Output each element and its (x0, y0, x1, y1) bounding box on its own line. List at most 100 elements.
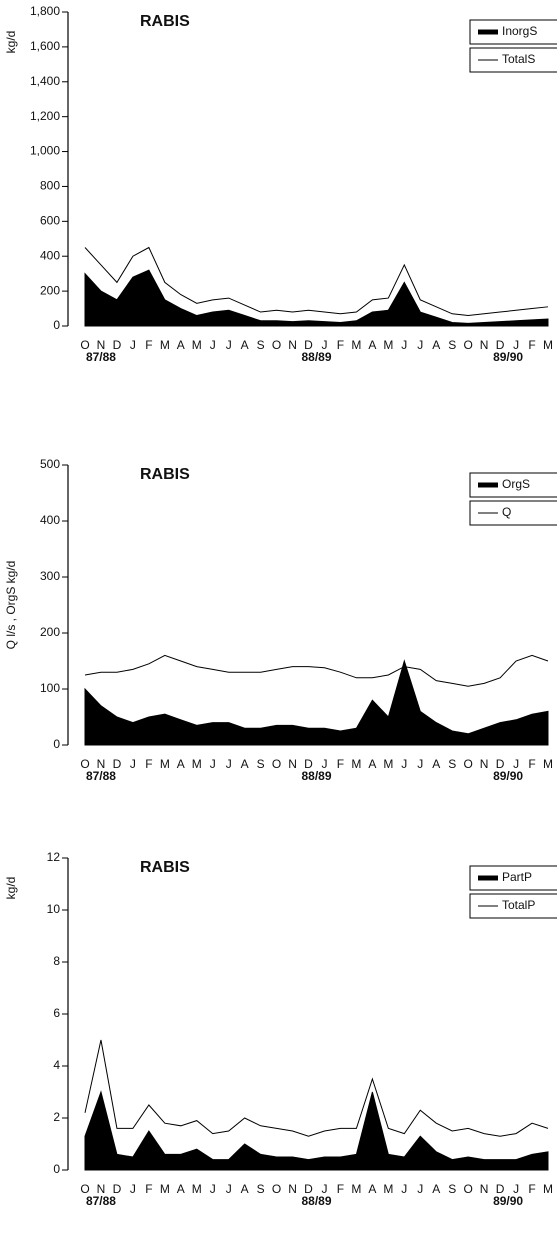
x-tick-label: F (337, 1182, 344, 1196)
x-tick-label: A (432, 1182, 440, 1196)
chart-title: RABIS (140, 466, 190, 483)
x-tick-label: A (368, 757, 376, 771)
x-tick-label: O (464, 338, 473, 352)
x-tick-label: F (337, 338, 344, 352)
y-tick-label: 300 (40, 569, 60, 583)
x-tick-label: M (543, 1182, 553, 1196)
area (84, 1090, 549, 1171)
y-tick-label: 500 (40, 457, 60, 471)
y-axis-label: kg/d (4, 31, 18, 54)
x-tick-label: D (496, 338, 505, 352)
y-tick-label: 0 (53, 318, 60, 332)
x-tick-label: J (130, 757, 136, 771)
x-tick-label: J (401, 1182, 407, 1196)
x-tick-label: N (480, 757, 489, 771)
x-tick-label: M (383, 757, 393, 771)
x-tick-label: J (417, 338, 423, 352)
year-label: 88/89 (301, 350, 331, 364)
x-tick-label: F (145, 338, 152, 352)
y-tick-label: 1,000 (30, 144, 60, 158)
x-tick-label: D (496, 1182, 505, 1196)
x-tick-label: J (513, 1182, 519, 1196)
x-tick-label: J (401, 338, 407, 352)
x-tick-label: O (272, 338, 281, 352)
x-tick-label: A (177, 757, 185, 771)
year-label: 89/90 (493, 350, 523, 364)
y-tick-label: 400 (40, 248, 60, 262)
x-tick-label: J (321, 338, 327, 352)
legend-label: Q (502, 505, 511, 519)
x-tick-label: M (351, 338, 361, 352)
x-tick-label: A (177, 1182, 185, 1196)
x-tick-label: J (130, 338, 136, 352)
x-tick-label: J (321, 757, 327, 771)
year-label: 88/89 (301, 769, 331, 783)
y-tick-label: 1,600 (30, 39, 60, 53)
x-tick-label: O (80, 338, 89, 352)
x-tick-label: A (241, 338, 249, 352)
x-tick-label: A (241, 1182, 249, 1196)
y-tick-label: 100 (40, 681, 60, 695)
x-tick-label: J (417, 1182, 423, 1196)
x-tick-label: D (304, 757, 313, 771)
x-tick-label: S (257, 338, 265, 352)
x-tick-label: S (257, 1182, 265, 1196)
y-tick-label: 200 (40, 283, 60, 297)
y-tick-label: 0 (53, 737, 60, 751)
x-tick-label: J (130, 1182, 136, 1196)
x-tick-label: D (113, 338, 122, 352)
x-tick-label: A (432, 338, 440, 352)
x-tick-label: M (160, 757, 170, 771)
x-tick-label: N (480, 1182, 489, 1196)
legend-box (469, 47, 557, 73)
x-tick-label: N (288, 757, 297, 771)
x-tick-label: J (417, 757, 423, 771)
y-tick-label: 6 (53, 1006, 60, 1020)
x-tick-label: F (528, 757, 535, 771)
year-label: 87/88 (86, 1194, 116, 1208)
x-tick-label: N (480, 338, 489, 352)
x-tick-label: J (513, 757, 519, 771)
x-tick-label: N (97, 757, 106, 771)
x-tick-label: F (145, 1182, 152, 1196)
year-label: 89/90 (493, 1194, 523, 1208)
x-tick-label: J (513, 338, 519, 352)
x-tick-label: M (351, 1182, 361, 1196)
x-tick-label: D (304, 338, 313, 352)
x-tick-label: D (304, 1182, 313, 1196)
x-tick-label: J (210, 338, 216, 352)
x-tick-label: M (192, 757, 202, 771)
legend-box (469, 472, 557, 498)
x-tick-label: N (288, 1182, 297, 1196)
x-tick-label: O (272, 1182, 281, 1196)
y-tick-label: 12 (47, 850, 61, 864)
x-tick-label: S (448, 338, 456, 352)
x-tick-label: F (337, 757, 344, 771)
legend-label: PartP (502, 870, 532, 884)
x-tick-label: J (226, 757, 232, 771)
x-tick-label: S (448, 757, 456, 771)
x-tick-label: J (226, 338, 232, 352)
x-tick-label: F (528, 338, 535, 352)
y-tick-label: 1,400 (30, 74, 60, 88)
x-tick-label: M (543, 757, 553, 771)
year-label: 87/88 (86, 769, 116, 783)
y-tick-label: 0 (53, 1162, 60, 1176)
x-tick-label: M (543, 338, 553, 352)
chart-title: RABIS (140, 13, 190, 30)
x-tick-label: O (464, 1182, 473, 1196)
x-tick-label: D (113, 1182, 122, 1196)
x-tick-label: M (160, 338, 170, 352)
x-tick-label: M (383, 1182, 393, 1196)
y-tick-label: 8 (53, 954, 60, 968)
x-tick-label: N (97, 338, 106, 352)
x-tick-label: M (383, 338, 393, 352)
x-tick-label: F (145, 757, 152, 771)
year-label: 87/88 (86, 350, 116, 364)
y-tick-label: 1,200 (30, 109, 60, 123)
y-tick-label: 600 (40, 214, 60, 228)
x-tick-label: S (257, 757, 265, 771)
line (84, 654, 549, 687)
y-tick-label: 200 (40, 625, 60, 639)
